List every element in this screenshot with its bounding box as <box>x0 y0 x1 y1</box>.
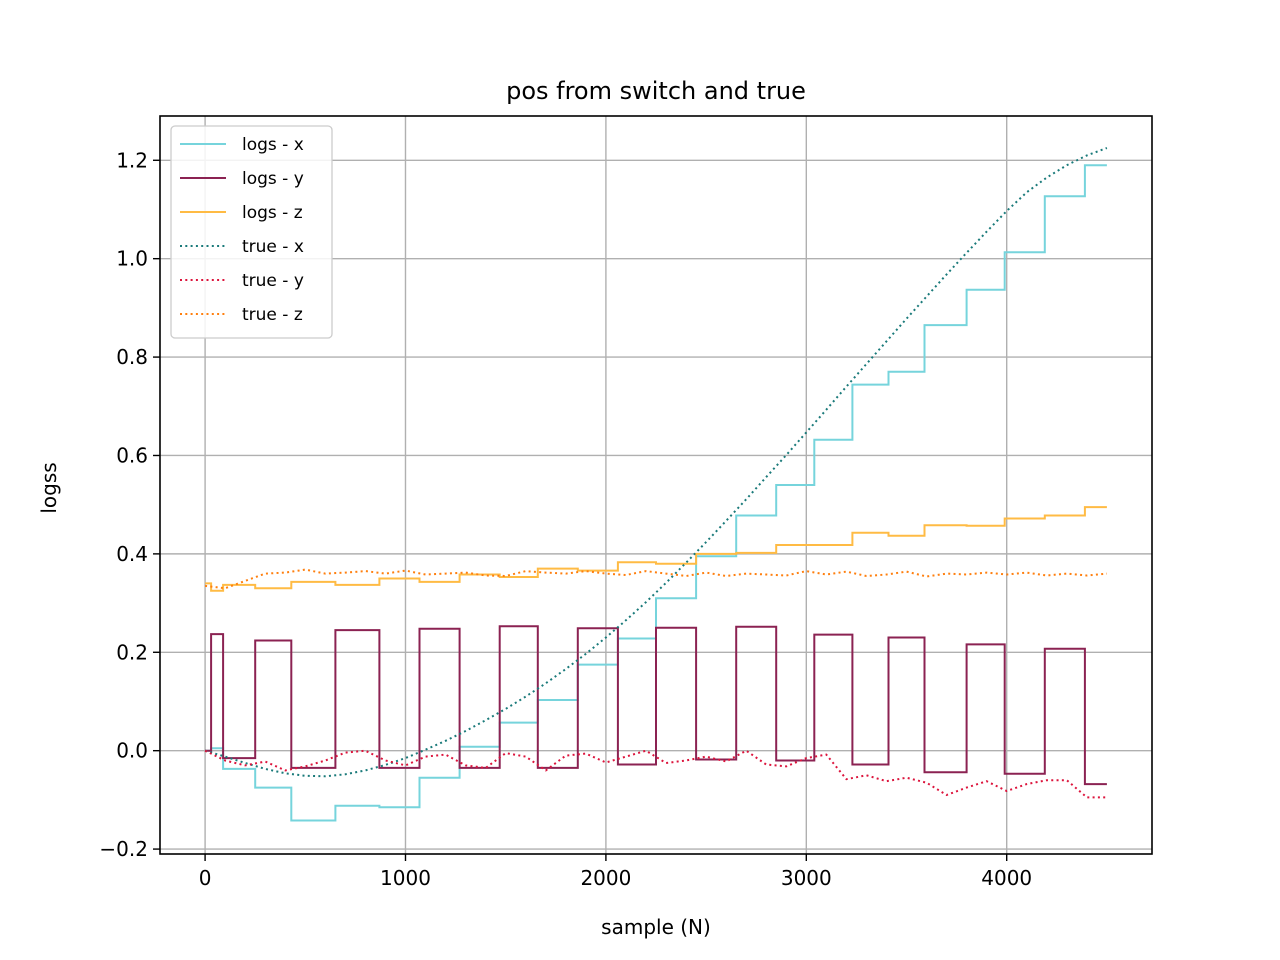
legend-label: logs - x <box>242 135 304 155</box>
legend-label: true - x <box>242 237 304 257</box>
y-tick-label: −0.2 <box>99 837 148 861</box>
legend-label: logs - z <box>242 203 303 223</box>
x-axis-title: sample (N) <box>601 915 711 939</box>
y-axis-title: logss <box>37 462 61 513</box>
x-tick-label: 0 <box>199 866 212 890</box>
legend: logs - x logs - y logs - z true - x true - y… <box>170 125 333 339</box>
series-line-true-z <box>204 568 1107 590</box>
legend-label: logs - y <box>242 169 304 189</box>
y-tick-label: 0.8 <box>116 345 148 369</box>
legend-label: true - z <box>242 305 303 325</box>
y-tick-label: 0.0 <box>116 739 148 763</box>
y-tick-label: 0.6 <box>116 443 148 467</box>
series-line-logs-x <box>205 164 1107 822</box>
series-layer <box>204 147 1108 822</box>
series-line-true-x <box>204 147 1108 778</box>
y-tick-label: 0.2 <box>116 640 148 664</box>
series-line-true-y <box>204 749 1107 799</box>
y-tick-label: 1.2 <box>116 148 148 172</box>
chart-title: pos from switch and true <box>506 77 806 105</box>
legend-label: true - y <box>242 271 304 291</box>
series-line-logs-z <box>205 506 1107 592</box>
x-tick-label: 3000 <box>781 866 832 890</box>
plot-frame <box>159 115 1153 855</box>
y-tick-label: 0.4 <box>116 542 148 566</box>
series-line-logs-y <box>205 625 1107 786</box>
y-tick-label: 1.0 <box>116 247 148 271</box>
x-tick-label: 1000 <box>380 866 431 890</box>
ticks: 0 1000 2000 3000 4000 −0.2 0.0 0.2 0.4 0.6 0.8 1.0 1… <box>99 148 1032 890</box>
x-tick-label: 2000 <box>580 866 631 890</box>
x-tick-label: 4000 <box>981 866 1032 890</box>
